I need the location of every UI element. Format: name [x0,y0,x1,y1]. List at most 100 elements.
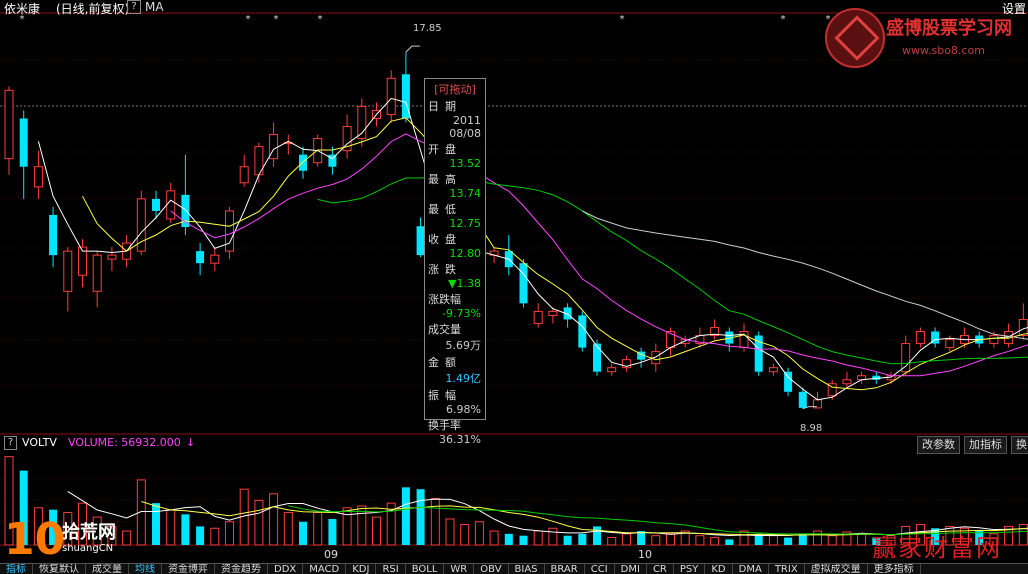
candle-body [93,255,101,291]
logo-text: 拾荒网 [62,518,116,544]
event-star-icon: * [620,14,625,25]
candle-body [34,167,42,187]
candle-body [152,199,160,211]
volume-bar [373,517,381,545]
volume-bar [402,487,410,545]
tooltip-label: 收盘 [425,231,485,247]
candle-body [799,392,807,408]
volume-bar [181,514,189,545]
candle-body [5,90,13,158]
tooltip-value: 08/08 [425,127,485,140]
ma10-line [83,118,1028,390]
tooltip-value: 1.49亿 [425,370,485,386]
tooltip-label: 金额 [425,354,485,370]
candle-body [299,155,307,171]
candle-body [196,251,204,263]
switch-button[interactable]: 换 [1011,436,1028,454]
volume-bar [461,525,469,545]
candle-body [608,368,616,372]
site-logo-icon [825,8,885,68]
tooltip-label: 开盘 [425,141,485,157]
volume-bar [490,531,498,545]
candle-body [211,255,219,263]
volume-bar [196,526,204,545]
chart-mode[interactable]: (日线,前复权) [56,0,129,17]
candle-body [784,372,792,392]
tooltip-label: 涨跌幅 [425,291,485,307]
candle-body [990,336,998,344]
volume-bar [255,500,263,545]
volume-bar [328,519,336,545]
candle-body [769,368,777,372]
volume-bar [667,534,675,545]
volume-bar [123,531,131,545]
volume-bar [858,534,866,545]
volume-bar [417,489,425,545]
volume-bar [211,528,219,545]
volume-bar [520,536,528,545]
candle-body [108,255,116,259]
volume-bar [270,494,278,545]
candle-body [1019,319,1027,335]
volume-help-icon[interactable]: ? [4,436,17,450]
event-star-icon: * [246,14,251,25]
event-star-icon: * [318,14,323,25]
high-marker-line [406,46,420,52]
candle-body [520,263,528,303]
volume-indicator-name[interactable]: VOLTV [22,436,57,449]
tooltip-title[interactable]: [可拖动] [425,81,485,97]
help-icon[interactable]: ? [127,0,141,14]
site-name-watermark: 盛博股票学习网 [886,14,1012,40]
candle-body [549,311,557,315]
volume-bar [299,522,307,545]
volume-bar [696,536,704,545]
candle-body [534,311,542,323]
event-star-icon: * [274,14,279,25]
volume-bar [740,531,748,545]
volume-bar [784,538,792,545]
tooltip-value: ▼1.38 [425,277,485,290]
low-price-label: 8.98 [800,423,822,434]
candle-body [49,215,57,255]
add-indicator-button[interactable]: 加指标 [964,436,1007,454]
high-price-label: 17.85 [413,23,442,34]
indicator-label[interactable]: MA [145,0,164,14]
volume-bar [475,522,483,545]
logo-url: shuangCN [62,543,113,554]
candle-body [20,118,28,166]
tooltip-label: 日期 [425,98,485,114]
candle-body [593,344,601,372]
volume-bar [534,531,542,545]
candle-body [387,78,395,114]
volume-bar [652,536,660,545]
volume-bar [1019,525,1027,545]
volume-bar [343,508,351,545]
edit-params-button[interactable]: 改参数 [917,436,960,454]
candle-body [916,332,924,344]
volume-bar [226,522,234,545]
tooltip-value: 13.74 [425,187,485,200]
tooltip-label: 最高 [425,171,485,187]
site-url-watermark: www.sbo8.com [902,44,985,57]
moving-average-lines [38,98,1028,399]
volume-bar [622,534,630,545]
volume-bar [167,510,175,545]
volume-bar [828,536,836,545]
volume-bar [608,538,616,545]
candle-body [64,251,72,291]
volume-bar [593,526,601,545]
tooltip-value: -9.73% [425,307,485,320]
ma120-line [582,211,1028,341]
volume-bar [284,512,292,545]
volume-bar [578,534,586,545]
volume-bar [549,528,557,545]
candle-body [755,336,763,372]
bottom-right-watermark: 赢家财富网 [872,528,1002,563]
candle-body [167,191,175,219]
ma5-line [38,98,1028,399]
down-arrow-icon: ↓ [186,436,195,449]
tooltip-label: 换手率 [425,417,485,433]
